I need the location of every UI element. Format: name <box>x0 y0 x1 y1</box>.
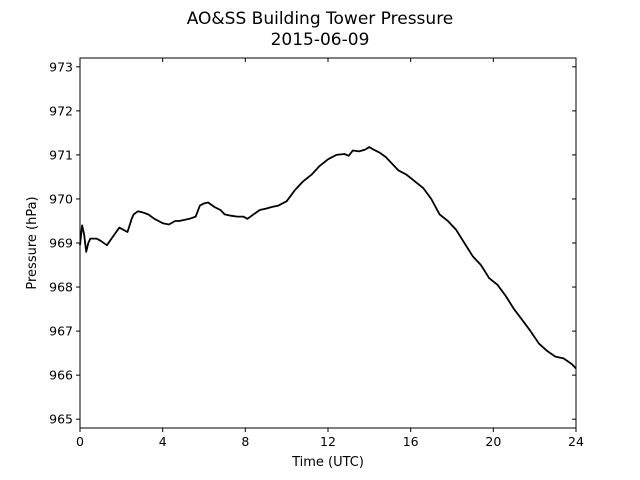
series-layer <box>79 146 577 370</box>
x-tick-label: 20 <box>485 434 501 449</box>
x-tick-label: 4 <box>159 434 167 449</box>
y-axis-label: Pressure (hPa) <box>25 196 40 289</box>
x-tick-label: 24 <box>568 434 584 449</box>
pressure-line <box>79 146 577 370</box>
y-tick-label: 973 <box>49 59 73 74</box>
y-tick-label: 971 <box>49 147 73 162</box>
x-axis-label: Time (UTC) <box>291 455 364 470</box>
y-tick-label: 968 <box>49 280 73 295</box>
y-tick-label: 972 <box>49 103 73 118</box>
x-tick-label: 0 <box>76 434 84 449</box>
y-tick-label: 965 <box>49 412 73 427</box>
x-tick-label: 8 <box>241 434 249 449</box>
axis-ticks: 0 4 8 12 16 20 24 965 966 967 968 969 970 971 972 973 <box>49 58 584 449</box>
chart-subtitle: 2015-06-09 <box>271 30 370 50</box>
chart-title: AO&SS Building Tower Pressure <box>187 9 454 29</box>
y-tick-label: 969 <box>49 236 73 251</box>
x-tick-label: 12 <box>320 434 336 449</box>
x-tick-label: 16 <box>403 434 419 449</box>
y-tick-label: 967 <box>49 324 73 339</box>
y-tick-label: 970 <box>49 191 73 206</box>
plot-frame <box>79 57 577 429</box>
y-tick-label: 966 <box>49 368 73 383</box>
